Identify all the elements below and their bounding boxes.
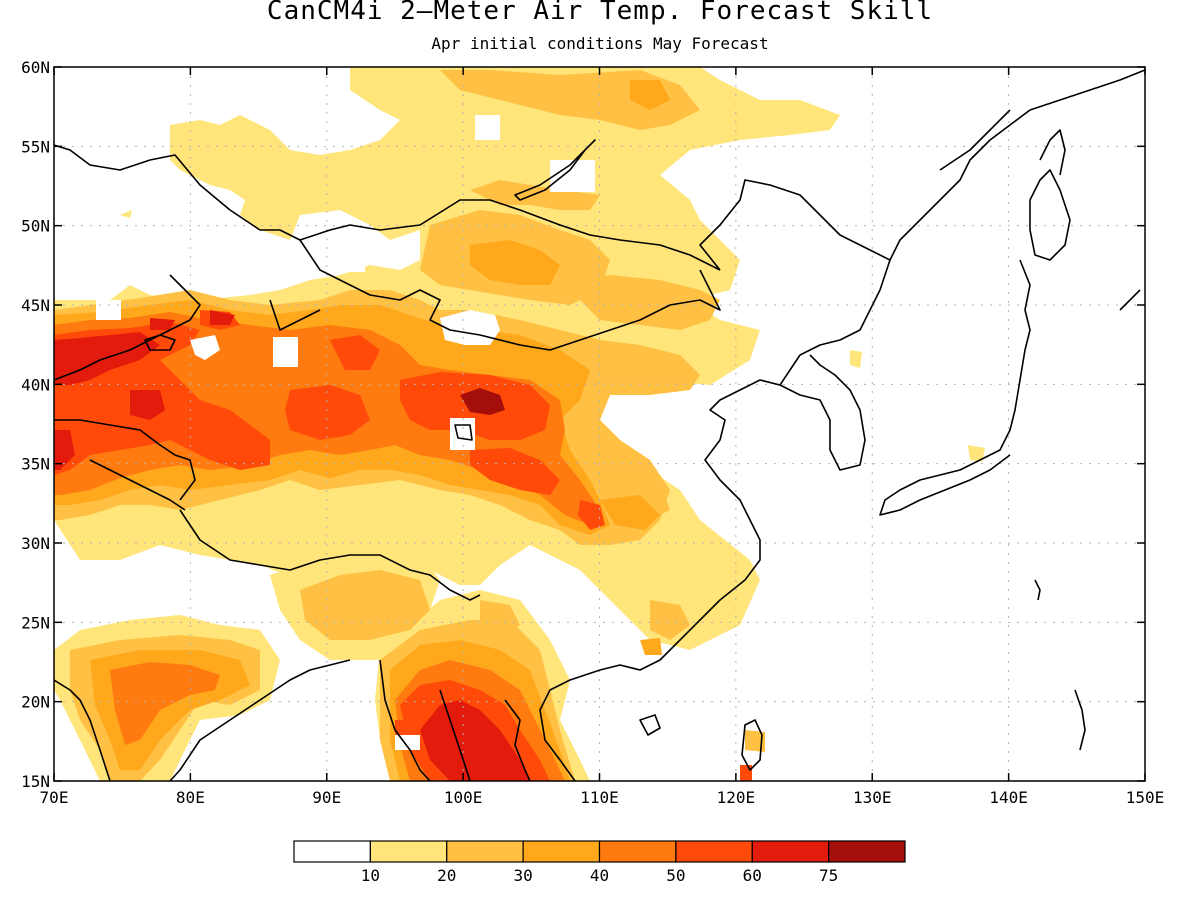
colorbar-label: 20 xyxy=(437,866,456,885)
chart-title: CanCM4i 2—Meter Air Temp. Forecast Skill xyxy=(266,0,934,26)
lat-tick-label: 60N xyxy=(21,58,50,77)
colorbar-swatch xyxy=(522,840,601,863)
longitude-axis: 70E 80E 90E 100E 110E 120E 130E 140E 150E xyxy=(40,67,1165,807)
colorbar-label: 30 xyxy=(513,866,532,885)
colorbar-swatch xyxy=(598,840,677,863)
colorbar-label: 50 xyxy=(666,866,685,885)
coastlines xyxy=(54,69,1145,781)
lon-tick-label: 90E xyxy=(312,788,341,807)
colorbar: 10 20 30 40 50 60 75 xyxy=(293,840,906,885)
lon-tick-label: 140E xyxy=(989,788,1028,807)
latitude-axis: 60N 55N 50N 45N 40N 35N 30N 25N 20N 15N xyxy=(21,58,1145,791)
lat-tick-label: 15N xyxy=(21,772,50,791)
lon-tick-label: 70E xyxy=(40,788,69,807)
lat-tick-label: 55N xyxy=(21,137,50,156)
colorbar-swatch xyxy=(828,840,906,863)
colorbar-swatch xyxy=(751,840,830,863)
lon-tick-label: 130E xyxy=(853,788,892,807)
lon-tick-label: 110E xyxy=(580,788,619,807)
colorbar-label: 75 xyxy=(819,866,838,885)
colorbar-swatch xyxy=(446,840,524,863)
colorbar-label: 10 xyxy=(361,866,380,885)
lat-tick-label: 25N xyxy=(21,613,50,632)
colorbar-swatch xyxy=(293,840,371,863)
lon-tick-label: 150E xyxy=(1126,788,1165,807)
lat-tick-label: 40N xyxy=(21,375,50,394)
colorbar-label: 60 xyxy=(743,866,762,885)
lat-tick-label: 30N xyxy=(21,534,50,553)
lat-tick-label: 20N xyxy=(21,693,50,712)
lat-tick-label: 35N xyxy=(21,455,50,474)
lat-tick-label: 50N xyxy=(21,217,50,236)
lon-tick-label: 100E xyxy=(444,788,483,807)
lon-tick-label: 120E xyxy=(717,788,756,807)
colorbar-label: 40 xyxy=(590,866,609,885)
lon-tick-label: 80E xyxy=(176,788,205,807)
skill-field xyxy=(54,67,985,781)
chart-subtitle: Apr initial conditions May Forecast xyxy=(431,34,769,53)
lat-tick-label: 45N xyxy=(21,296,50,315)
colorbar-swatch xyxy=(675,840,753,863)
colorbar-swatch xyxy=(369,840,448,863)
skill-level-75-plus xyxy=(460,388,505,415)
gridlines xyxy=(54,67,1145,781)
